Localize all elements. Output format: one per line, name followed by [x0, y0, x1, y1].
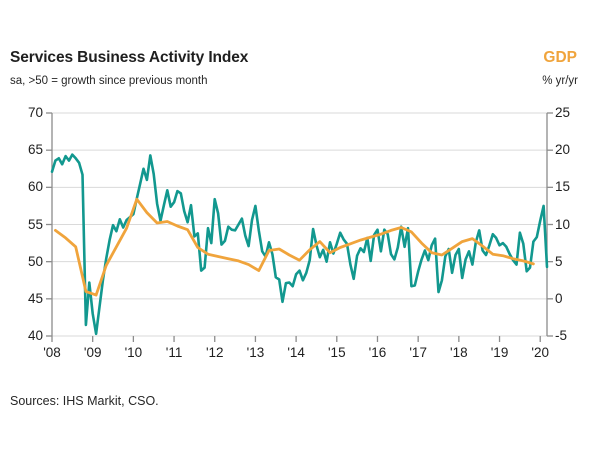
y-axis-left-tick-label: 65 [27, 142, 43, 158]
y-axis-left-tick-label: 50 [27, 253, 43, 269]
x-axis-tick-label: '11 [165, 345, 183, 360]
x-axis-tick-label: '18 [450, 345, 468, 360]
x-axis-tick-label: '19 [490, 345, 509, 360]
page-title: Services Business Activity Index [10, 49, 249, 66]
y-axis-left-tick-label: 60 [27, 179, 43, 195]
gdp-units-label: % yr/yr [542, 75, 578, 87]
x-axis-tick-label: '16 [368, 345, 387, 360]
x-axis-tick-label: '15 [327, 345, 346, 360]
x-axis-tick-label: '14 [287, 345, 305, 360]
x-axis-tick-label: '13 [246, 345, 265, 360]
x-axis-tick-label: '17 [409, 345, 427, 360]
y-axis-right-tick-label: 15 [555, 179, 571, 195]
y-axis-left-tick-label: 70 [27, 105, 43, 120]
source-note: Sources: IHS Markit, CSO. [10, 394, 159, 408]
y-axis-left-tick-label: 40 [27, 328, 43, 343]
y-axis-right-tick-label: 5 [555, 253, 563, 269]
y-axis-right-tick-label: 20 [555, 142, 571, 158]
x-axis-tick-label: '08 [43, 345, 61, 360]
y-axis-right-tick-label: 0 [555, 290, 563, 306]
page-subtitle: sa, >50 = growth since previous month [10, 75, 208, 87]
x-axis-tick-label: '09 [83, 345, 102, 360]
gdp-line [54, 197, 535, 297]
x-axis-tick-label: '20 [531, 345, 550, 360]
y-axis-left-tick-label: 45 [27, 290, 43, 306]
services-bai-line [50, 153, 549, 336]
gdp-series-label: GDP [543, 49, 577, 66]
x-axis-tick-label: '12 [205, 345, 224, 360]
x-axis-tick-label: '10 [124, 345, 143, 360]
y-axis-left-tick-label: 55 [27, 216, 43, 232]
y-axis-right-tick-label: -5 [555, 328, 568, 343]
y-axis-right-tick-label: 10 [555, 216, 571, 232]
y-axis-right-tick-label: 25 [555, 105, 571, 120]
